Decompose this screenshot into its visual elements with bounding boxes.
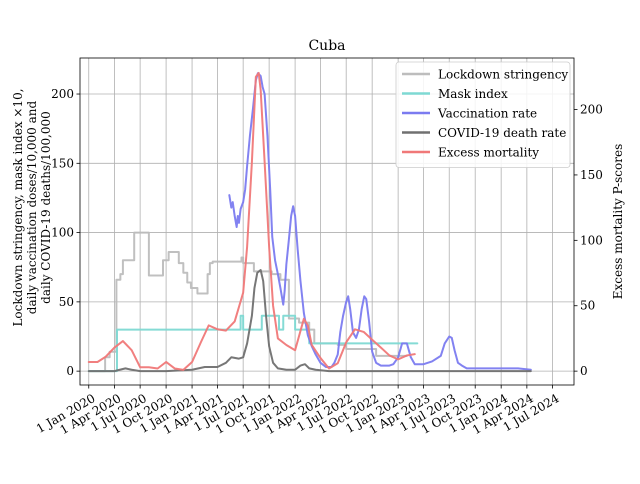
legend-item-lockdown-stringency: Lockdown stringency	[402, 68, 568, 82]
plot-frame	[79, 57, 575, 386]
left-y-tick-label: 100	[51, 226, 74, 240]
chart-title: Cuba	[308, 38, 345, 54]
legend-item-mask-index: Mask index	[402, 87, 508, 101]
series-layer	[87, 71, 532, 373]
series-line-excess-mortality	[87, 71, 416, 371]
left-y-tick-label: 0	[66, 364, 74, 378]
left-y-tick-label: 50	[59, 295, 74, 309]
legend: Lockdown stringency Mask index Vaccination…	[395, 61, 571, 168]
left-y-axis: 0 50 100 150 200	[51, 87, 80, 378]
legend-box	[395, 61, 571, 168]
legend-label: Mask index	[438, 87, 508, 101]
right-y-axis: 0 50 100 150 200	[574, 103, 603, 378]
legend-item-vaccination-rate: Vaccination rate	[402, 107, 537, 121]
left-y-axis-label-line: Lockdown stringency, mask index ×10,	[11, 88, 25, 326]
series-line-mask-index	[87, 314, 419, 373]
right-y-tick-label: 50	[580, 299, 595, 313]
right-y-tick-label: 200	[580, 103, 603, 117]
right-y-tick-label: 100	[580, 233, 603, 247]
left-y-tick-label: 200	[51, 87, 74, 101]
series-line-covid-19-death-rate	[87, 269, 532, 373]
legend-label: Vaccination rate	[437, 107, 537, 121]
left-y-tick-label: 150	[51, 156, 74, 170]
left-y-axis-label-line: daily vaccination doses/10,000 and	[25, 101, 39, 315]
legend-item-covid-19-death-rate: COVID-19 death rate	[402, 126, 566, 140]
series-line-lockdown-stringency	[87, 231, 408, 373]
legend-label: COVID-19 death rate	[438, 126, 566, 140]
right-y-axis-label: Excess mortality P-scores	[611, 144, 625, 299]
legend-label: Excess mortality	[438, 146, 539, 160]
right-y-tick-label: 0	[580, 364, 588, 378]
left-y-axis-label-line: daily COVID-19 deaths/100,000	[39, 111, 53, 304]
legend-item-excess-mortality: Excess mortality	[402, 146, 539, 160]
legend-label: Lockdown stringency	[438, 68, 568, 82]
right-y-tick-label: 150	[580, 168, 603, 182]
left-y-axis-label: Lockdown stringency, mask index ×10,dail…	[11, 88, 53, 326]
